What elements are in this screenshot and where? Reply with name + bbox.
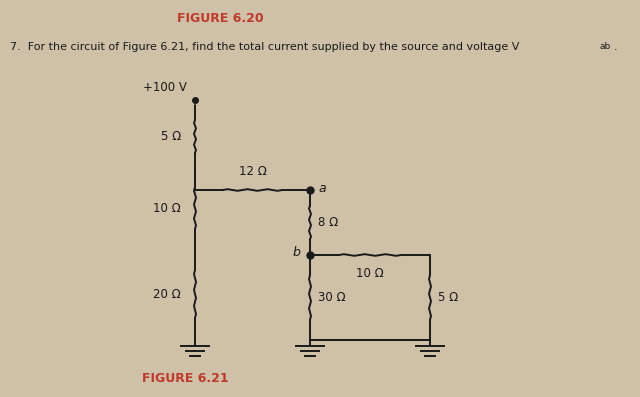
Text: 8 Ω: 8 Ω bbox=[318, 216, 339, 229]
Text: 5 Ω: 5 Ω bbox=[438, 291, 458, 304]
Text: 20 Ω: 20 Ω bbox=[153, 287, 181, 301]
Text: FIGURE 6.20: FIGURE 6.20 bbox=[177, 12, 263, 25]
Text: ab: ab bbox=[600, 42, 611, 51]
Text: 12 Ω: 12 Ω bbox=[239, 165, 266, 178]
Text: .: . bbox=[614, 42, 618, 52]
Text: 10 Ω: 10 Ω bbox=[356, 267, 384, 280]
Text: a: a bbox=[318, 181, 326, 195]
Text: 30 Ω: 30 Ω bbox=[318, 291, 346, 304]
Text: 5 Ω: 5 Ω bbox=[161, 130, 181, 143]
Text: FIGURE 6.21: FIGURE 6.21 bbox=[141, 372, 228, 385]
Text: 10 Ω: 10 Ω bbox=[153, 202, 181, 214]
Text: 7.  For the circuit of Figure 6.21, find the total current supplied by the sourc: 7. For the circuit of Figure 6.21, find … bbox=[10, 42, 520, 52]
Text: +100 V: +100 V bbox=[143, 81, 187, 94]
Text: b: b bbox=[292, 247, 300, 260]
